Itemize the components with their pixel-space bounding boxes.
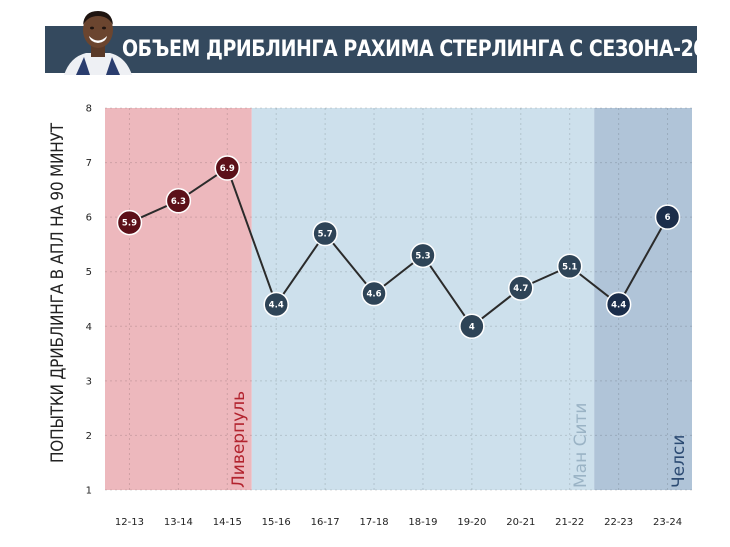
player-photo xyxy=(62,3,134,75)
data-label-3: 4.4 xyxy=(269,300,284,310)
data-point-3 xyxy=(263,291,289,318)
x-tick-label-1: 13-14 xyxy=(164,517,193,528)
x-tick-label-6: 18-19 xyxy=(408,517,437,528)
data-label-7: 4 xyxy=(469,322,475,332)
y-tick-label-7: 8 xyxy=(86,104,92,115)
y-tick-label-2: 3 xyxy=(86,376,92,387)
data-label-6: 5.3 xyxy=(415,251,430,261)
data-point-7 xyxy=(459,313,485,340)
data-label-9: 5.1 xyxy=(562,262,577,272)
y-axis-label: ПОПЫТКИ ДРИБЛИНГА В АПЛ НА 90 МИНУТ xyxy=(48,123,68,463)
data-label-1: 6.3 xyxy=(171,197,186,207)
y-tick-label-1: 2 xyxy=(86,431,92,442)
data-point-1 xyxy=(165,188,192,214)
data-label-10: 4.4 xyxy=(611,300,626,310)
data-label-2: 6.9 xyxy=(220,164,235,174)
chart-title: ОБЪЕМ ДРИБЛИНГА РАХИМА СТЕРЛИНГА С СЕЗОН… xyxy=(122,37,730,62)
y-tick-label-4: 5 xyxy=(86,267,92,278)
data-label-0: 5.9 xyxy=(122,219,137,229)
data-label-11: 6 xyxy=(665,213,671,223)
data-point-2 xyxy=(214,155,241,181)
x-tick-label-9: 21-22 xyxy=(555,517,584,528)
x-tick-label-11: 23-24 xyxy=(653,517,682,528)
y-tick-label-5: 6 xyxy=(86,213,92,224)
era-label-1: Ман Сити xyxy=(571,403,591,488)
x-tick-label-8: 20-21 xyxy=(506,517,535,528)
y-tick-label-6: 7 xyxy=(86,158,92,169)
title-bar: ОБЪЕМ ДРИБЛИНГА РАХИМА СТЕРЛИНГА С СЕЗОН… xyxy=(45,26,730,73)
era-label-0: Ливерпуль xyxy=(229,391,249,488)
y-tick-label-0: 1 xyxy=(86,486,92,497)
x-tick-label-0: 12-13 xyxy=(115,517,144,528)
data-label-8: 4.7 xyxy=(513,284,528,294)
data-point-10 xyxy=(605,291,632,318)
x-tick-label-7: 19-20 xyxy=(457,517,486,528)
data-label-5: 4.6 xyxy=(367,290,382,300)
era-label-2: Челси xyxy=(669,435,689,488)
x-tick-label-10: 22-23 xyxy=(604,517,633,528)
data-point-4 xyxy=(312,220,338,247)
era-band-1 xyxy=(251,108,595,490)
x-tick-label-5: 17-18 xyxy=(360,517,389,528)
y-tick-label-3: 4 xyxy=(86,322,92,333)
data-point-5 xyxy=(361,280,387,307)
data-point-8 xyxy=(508,275,534,301)
data-point-6 xyxy=(410,242,436,269)
x-tick-label-3: 15-16 xyxy=(262,517,291,528)
data-point-0 xyxy=(116,209,143,236)
player-portrait-icon xyxy=(64,11,132,75)
data-label-4: 5.7 xyxy=(318,230,333,240)
data-point-11 xyxy=(654,204,681,230)
data-point-9 xyxy=(556,253,583,280)
x-tick-label-4: 16-17 xyxy=(311,517,340,528)
x-tick-label-2: 14-15 xyxy=(213,517,242,528)
